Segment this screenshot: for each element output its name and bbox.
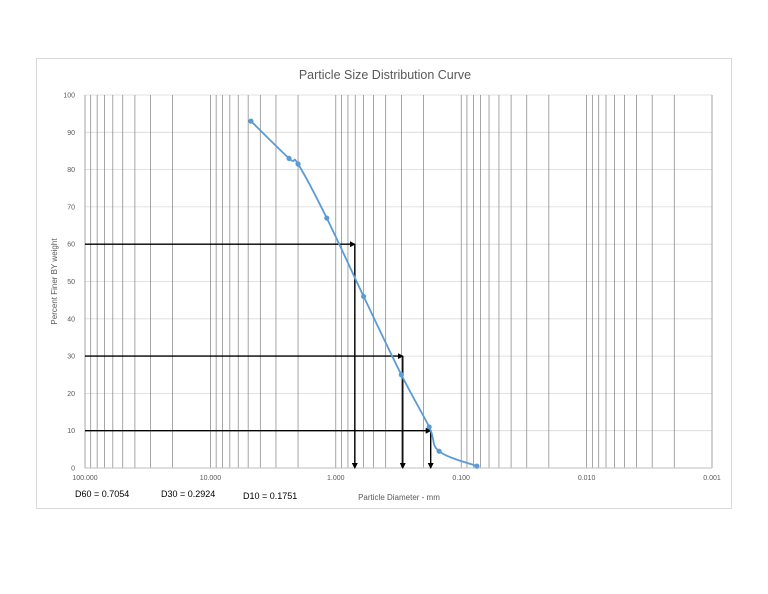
- y-tick-label: 80: [67, 167, 75, 174]
- y-tick-label: 90: [67, 130, 75, 137]
- series: [248, 118, 480, 469]
- chart-frame: Particle Size Distribution Curve 0 10 20 30…: [36, 58, 732, 509]
- chart-title: Particle Size Distribution Curve: [299, 68, 471, 82]
- d10-label: D10 = 0.1751: [243, 491, 297, 501]
- reference-lines: [85, 241, 434, 469]
- data-point: [248, 118, 254, 124]
- x-tick-label: 0.100: [452, 475, 470, 482]
- data-point: [286, 155, 292, 162]
- y-tick-labels: 0 10 20 30 40 50 60 70 80 90 100: [63, 93, 75, 473]
- x-axis-label: Particle Diameter - mm: [358, 493, 440, 502]
- data-point: [436, 448, 442, 454]
- y-tick-label: 100: [63, 93, 75, 100]
- particle-size-chart: Particle Size Distribution Curve 0 10 20 30…: [50, 68, 721, 502]
- data-point: [398, 372, 404, 378]
- y-tick-label: 40: [67, 316, 75, 323]
- y-tick-label: 0: [71, 466, 75, 473]
- x-tick-label: 1.000: [327, 475, 345, 482]
- d30-label: D30 = 0.2924: [161, 489, 215, 499]
- x-tick-labels: 100.000 10.000 1.000 0.100 0.010 0.001: [72, 475, 721, 482]
- y-tick-label: 20: [67, 391, 75, 398]
- y-tick-label: 30: [67, 354, 75, 361]
- y-tick-label: 70: [67, 204, 75, 211]
- x-tick-label: 0.010: [578, 475, 596, 482]
- data-point: [324, 215, 330, 221]
- data-point: [426, 424, 432, 430]
- x-tick-label: 100.000: [72, 475, 97, 482]
- grid: [84, 94, 713, 469]
- data-point: [361, 293, 367, 300]
- x-tick-label: 0.001: [703, 475, 721, 482]
- y-tick-label: 10: [67, 428, 75, 435]
- d60-label: D60 = 0.7054: [75, 489, 129, 499]
- y-axis-label: Percent Finer BY weight: [50, 238, 59, 325]
- x-tick-label: 10.000: [200, 475, 222, 482]
- data-point: [295, 161, 301, 167]
- y-tick-label: 50: [67, 279, 75, 286]
- data-point: [474, 463, 480, 469]
- y-tick-label: 60: [67, 242, 75, 249]
